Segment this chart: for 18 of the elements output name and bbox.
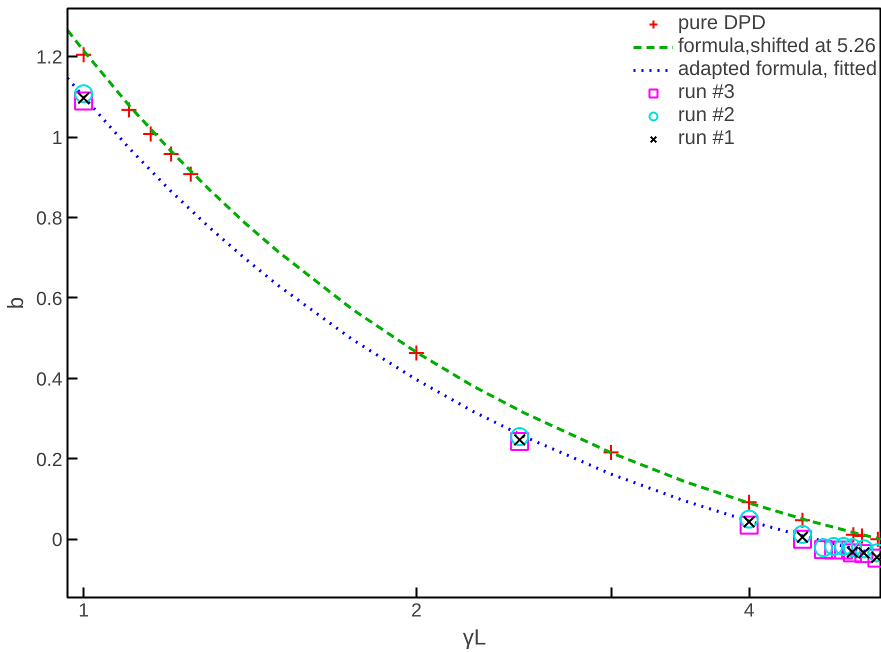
y-tick-label: 0.8: [36, 208, 63, 230]
y-tick-label: 0.2: [36, 450, 63, 471]
y-tick-label: 0.4: [36, 369, 63, 390]
y-axis-title: b: [3, 296, 28, 310]
y-tick-label: 1: [52, 128, 63, 150]
y-tick-label: 0.6: [36, 288, 63, 310]
x-tick-label: 4: [744, 600, 755, 622]
legend-label: adapted formula, fitted: [678, 58, 877, 81]
y-tick-label: 1.2: [36, 48, 63, 69]
legend-label: pure DPD: [678, 12, 766, 35]
x-tick-label: 1: [78, 600, 89, 622]
legend-label: run #2: [678, 104, 735, 127]
legend-label: run #1: [678, 127, 735, 150]
legend-label: formula,shifted at 5.26: [678, 35, 876, 58]
y-tick-label: 0: [52, 530, 63, 552]
legend-label: run #3: [678, 81, 735, 104]
x-tick-label: 2: [411, 600, 422, 622]
x-axis-title: γL: [462, 624, 486, 650]
